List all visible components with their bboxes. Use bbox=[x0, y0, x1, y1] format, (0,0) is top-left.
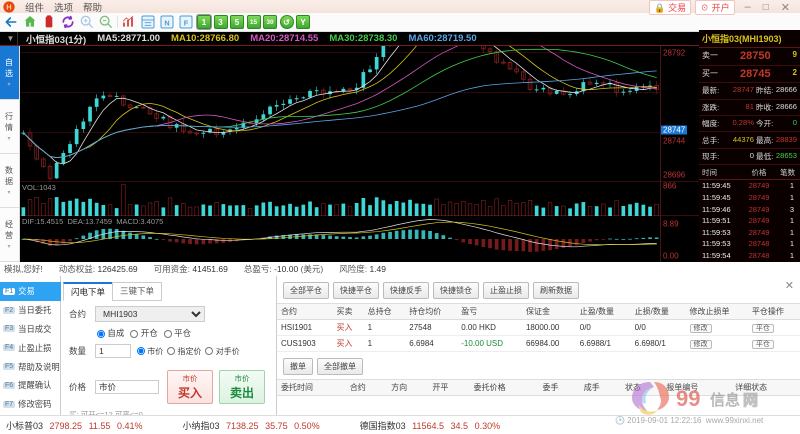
svg-text:F: F bbox=[184, 18, 189, 27]
svg-text:信息: 信息 bbox=[710, 391, 740, 409]
svg-text:H: H bbox=[6, 2, 11, 11]
svg-text:N: N bbox=[164, 18, 169, 27]
svg-text:99: 99 bbox=[676, 386, 700, 411]
svg-text:网: 网 bbox=[743, 392, 758, 409]
